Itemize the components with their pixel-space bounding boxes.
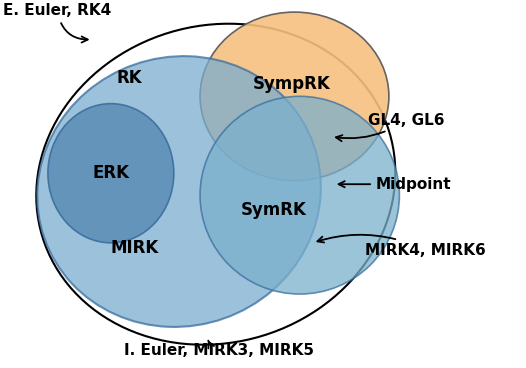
Text: MIRK4, MIRK6: MIRK4, MIRK6 <box>317 235 486 258</box>
Text: I. Euler, MIRK3, MIRK5: I. Euler, MIRK3, MIRK5 <box>124 340 314 358</box>
Ellipse shape <box>200 96 399 294</box>
Text: SympRK: SympRK <box>253 74 331 92</box>
Ellipse shape <box>37 56 321 327</box>
Text: Midpoint: Midpoint <box>339 177 451 192</box>
Text: ERK: ERK <box>93 164 129 182</box>
Ellipse shape <box>48 104 174 243</box>
Text: SymRK: SymRK <box>240 201 307 219</box>
Text: RK: RK <box>116 69 142 87</box>
Ellipse shape <box>200 12 389 181</box>
Text: E. Euler, RK4: E. Euler, RK4 <box>3 3 112 43</box>
Text: MIRK: MIRK <box>110 239 159 257</box>
Text: GL4, GL6: GL4, GL6 <box>336 113 444 141</box>
